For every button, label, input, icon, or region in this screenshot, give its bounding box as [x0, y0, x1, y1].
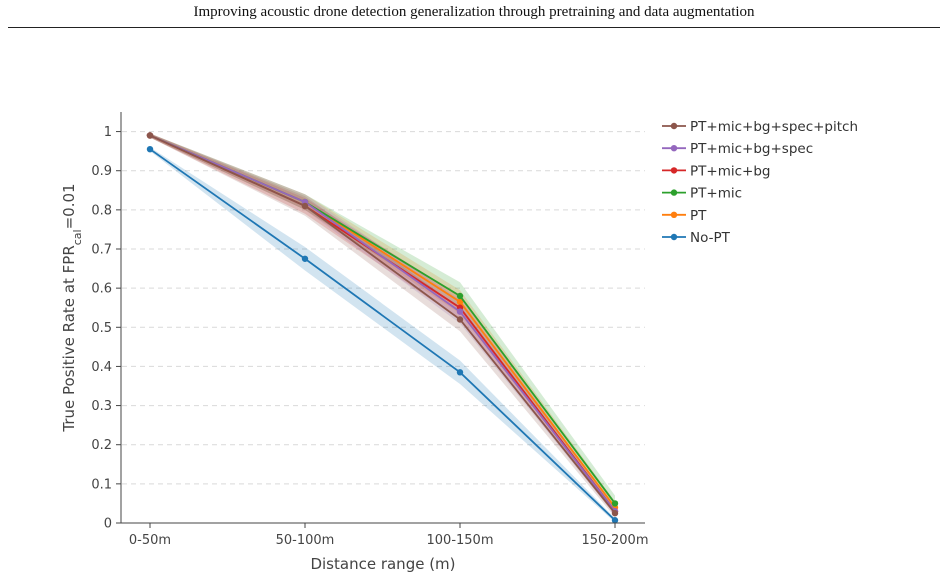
data-point: [456, 369, 464, 376]
legend-marker: [670, 211, 678, 218]
page-title: Improving acoustic drone detection gener…: [193, 4, 755, 20]
data-point: [611, 517, 619, 524]
data-point: [456, 292, 464, 300]
data-point: [146, 132, 154, 139]
y-tick-label: 0.8: [91, 203, 112, 218]
y-axis-title-sub: cal: [71, 229, 84, 245]
y-tick-label: 0.4: [91, 360, 112, 375]
legend: PT+mic+bg+spec+pitch PT+mic+bg+spec PT+mic…: [662, 119, 858, 246]
y-axis-title-suffix: =0.01: [60, 183, 78, 229]
data-point: [611, 500, 619, 507]
series-line: [149, 134, 616, 514]
confidence-band: [150, 147, 615, 523]
x-axis-title: Distance range (m): [310, 555, 455, 573]
x-tick-label: 50-100m: [276, 533, 335, 548]
y-tick-label: 0: [104, 517, 112, 532]
x-tick-label: 0-50m: [129, 533, 171, 548]
y-tick-label: 0.6: [91, 282, 112, 297]
axes: 0 0.1 0.2 0.3 0.4 0.5 0.6 0.7 0.8 0.9 1 0-50m 50-100…: [91, 112, 648, 548]
confidence-bands: [150, 133, 615, 523]
y-tick-label: 0.1: [91, 477, 112, 492]
legend-marker: [670, 145, 678, 152]
legend-label: No-PT: [690, 230, 731, 246]
legend-label: PT: [690, 208, 707, 224]
series-line: [149, 148, 616, 521]
y-axis-title: True Positive Rate at FPRcal=0.01: [60, 183, 84, 432]
y-tick-label: 0.3: [91, 399, 112, 414]
series-line: [149, 134, 616, 512]
data-point: [301, 202, 309, 210]
data-point: [611, 510, 619, 517]
x-tick-label: 100-150m: [427, 533, 494, 548]
data-point: [456, 308, 464, 315]
series-lines: [146, 132, 619, 524]
legend-marker: [670, 233, 678, 241]
header-rule: [8, 27, 940, 28]
legend-label: PT+mic: [690, 186, 742, 202]
data-point: [456, 316, 464, 323]
legend-marker: [670, 189, 678, 196]
y-tick-label: 1: [104, 125, 112, 140]
y-tick-label: 0.7: [91, 243, 112, 258]
data-point: [301, 255, 309, 262]
legend-label: PT+mic+bg+spec: [690, 141, 813, 157]
data-point: [456, 298, 464, 306]
legend-marker: [670, 122, 678, 130]
y-tick-label: 0.2: [91, 438, 112, 453]
y-tick-label: 0.9: [91, 164, 112, 179]
data-point: [146, 145, 154, 153]
y-axis-title-main: True Positive Rate at FPR: [60, 245, 78, 432]
legend-marker: [670, 167, 678, 174]
y-tick-label: 0.5: [91, 321, 112, 336]
x-tick-label: 150-200m: [582, 533, 649, 548]
legend-label: PT+mic+bg: [690, 163, 770, 179]
legend-label: PT+mic+bg+spec+pitch: [690, 119, 858, 135]
